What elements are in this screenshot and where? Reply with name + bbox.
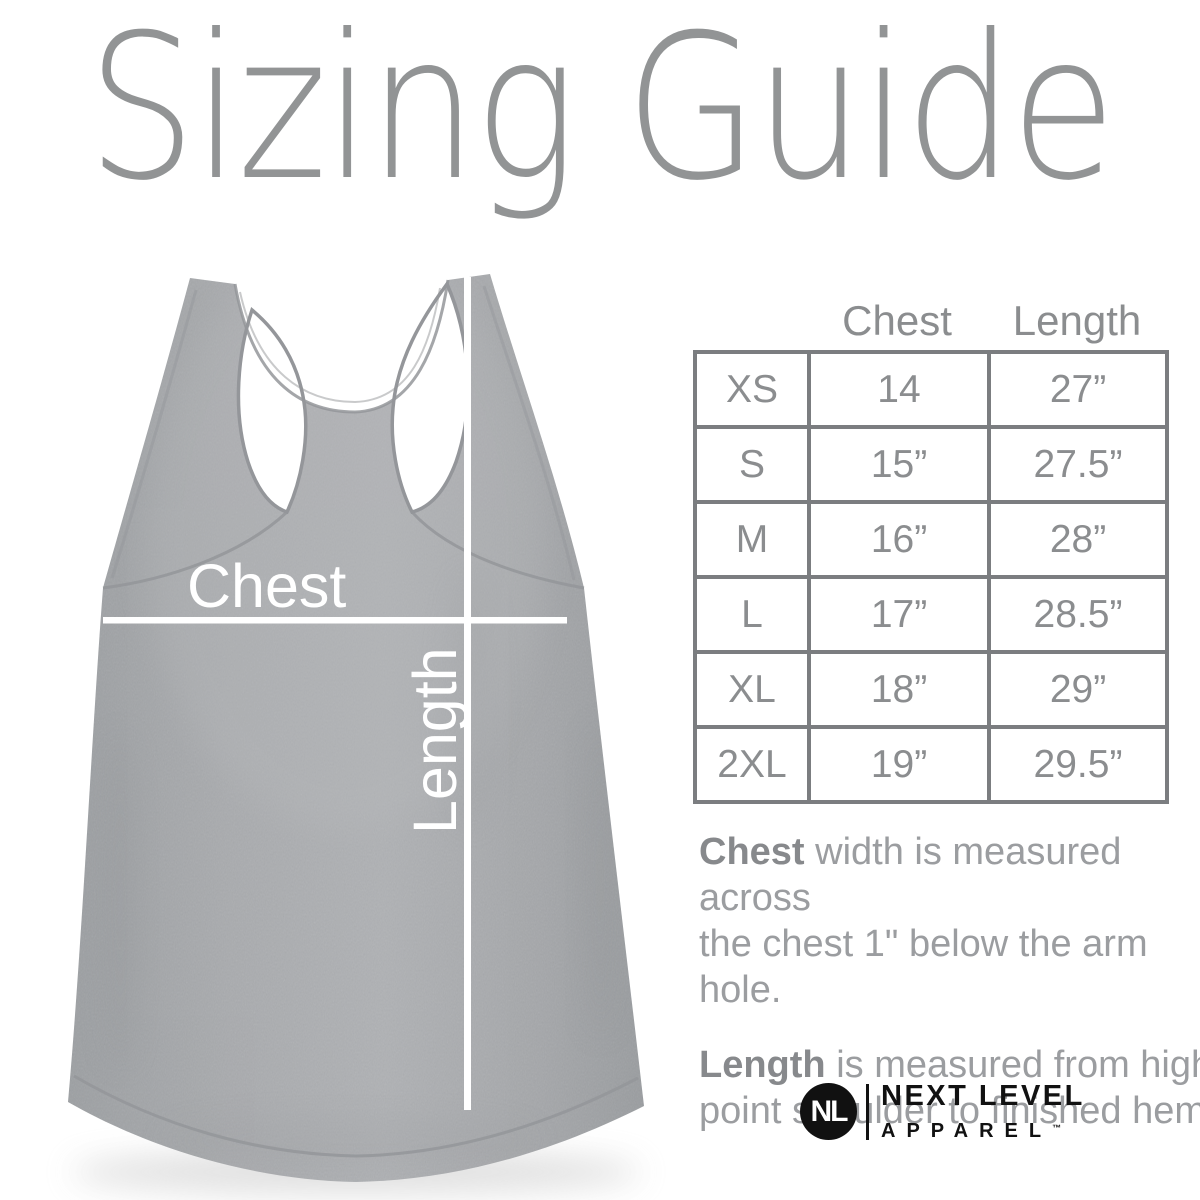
chest-measure-label: Chest (187, 552, 346, 620)
size-cell: XS (693, 350, 811, 429)
logo-text: NEXT LEVEL APPAREL™ (881, 1080, 1085, 1142)
chest-line (103, 617, 567, 624)
chest-note-line2: the chest 1" below the arm hole. (699, 923, 1148, 1011)
brand-logo: NL NEXT LEVEL APPAREL™ (800, 1082, 1085, 1141)
chest-cell: 16” (807, 500, 991, 579)
table-row: S 15” 27.5” (693, 425, 1169, 504)
length-cell: 29” (987, 650, 1169, 729)
size-cell: M (693, 500, 811, 579)
brand-subname: APPAREL™ (881, 1118, 1085, 1141)
nl-monogram: NL (800, 1083, 857, 1140)
length-measure-label: Length (401, 647, 469, 834)
size-table: Chest Length XS 14 27” S 15” 27.5” M 16” (693, 300, 1169, 804)
table-row: M 16” 28” (693, 500, 1169, 579)
measurement-notes: Chest width is measured across the chest … (699, 829, 1200, 1134)
length-cell: 29.5” (987, 725, 1169, 804)
chest-cell: 14 (807, 350, 991, 429)
length-line (464, 277, 471, 1110)
table-row: L 17” 28.5” (693, 575, 1169, 654)
size-cell: L (693, 575, 811, 654)
tank-body (68, 274, 644, 1182)
seam-stitching (73, 279, 639, 1158)
length-note: Length is measured from high point should… (699, 1042, 1200, 1134)
chest-cell: 18” (807, 650, 991, 729)
size-cell: 2XL (693, 725, 811, 804)
brand-subname-text: APPAREL (881, 1120, 1053, 1142)
length-cell: 28” (987, 500, 1169, 579)
chest-cell: 15” (807, 425, 991, 504)
tank-top-diagram: Chest Length (68, 274, 644, 1194)
chest-note: Chest width is measured across the chest … (699, 829, 1200, 1013)
size-table-grid: XS 14 27” S 15” 27.5” M 16” 28” L 17” (693, 350, 1169, 804)
chest-note-term: Chest (699, 831, 805, 873)
logo-divider (866, 1083, 869, 1140)
chest-note-text: width is measured across (699, 831, 1122, 919)
tm-mark: ™ (1052, 1123, 1062, 1133)
chest-column-header: Chest (842, 297, 952, 344)
size-cell: XL (693, 650, 811, 729)
length-column-header: Length (1012, 297, 1142, 344)
page-title: Sizing Guide (87, 0, 1116, 225)
chest-cell: 17” (807, 575, 991, 654)
chest-cell: 19” (807, 725, 991, 804)
table-row: XL 18” 29” (693, 650, 1169, 729)
table-row: 2XL 19” 29.5” (693, 725, 1169, 804)
length-cell: 27” (987, 350, 1169, 429)
size-cell: S (693, 425, 811, 504)
size-table-headers: Chest Length (693, 300, 1165, 350)
length-cell: 28.5” (987, 575, 1169, 654)
length-cell: 27.5” (987, 425, 1169, 504)
brand-name: NEXT LEVEL (881, 1080, 1085, 1112)
length-note-term: Length (699, 1044, 826, 1086)
table-row: XS 14 27” (693, 350, 1169, 429)
length-note-text: is measured from high (825, 1044, 1200, 1086)
length-note-line2: point shoulder to finished hem. (699, 1090, 1200, 1132)
